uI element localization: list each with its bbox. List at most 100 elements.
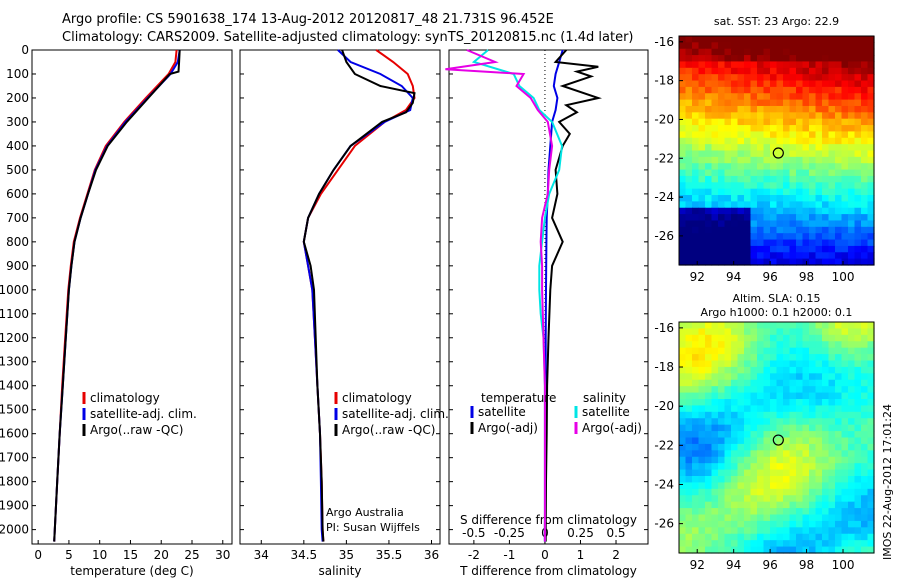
heatmap-cell bbox=[731, 74, 739, 82]
heatmap-cell bbox=[737, 245, 745, 253]
depth-tick-label: 2000 bbox=[0, 523, 29, 537]
heatmap-cell bbox=[770, 520, 778, 528]
heatmap-cell bbox=[679, 399, 687, 407]
heatmap-cell bbox=[796, 347, 804, 355]
heatmap-cell bbox=[731, 540, 739, 548]
heatmap-cell bbox=[783, 48, 791, 56]
heatmap-cell bbox=[744, 201, 752, 209]
heatmap-cell bbox=[854, 527, 862, 535]
heatmap-cell bbox=[724, 476, 732, 484]
heatmap-cell bbox=[848, 501, 856, 509]
heatmap-cell bbox=[861, 443, 869, 451]
heatmap-cell bbox=[854, 61, 862, 69]
heatmap-cell bbox=[763, 86, 771, 94]
heatmap-cell bbox=[783, 144, 791, 152]
heatmap-cell bbox=[724, 150, 732, 158]
heatmap-cell bbox=[757, 156, 765, 164]
heatmap-cell bbox=[776, 156, 784, 164]
heatmap-cell bbox=[783, 175, 791, 183]
heatmap-cell bbox=[783, 169, 791, 177]
heatmap-cell bbox=[724, 125, 732, 133]
heatmap-cell bbox=[705, 239, 713, 247]
heatmap-cell bbox=[770, 175, 778, 183]
heatmap-cell bbox=[828, 175, 836, 183]
heatmap-cell bbox=[731, 437, 739, 445]
heatmap-cell bbox=[757, 347, 765, 355]
heatmap-cell bbox=[783, 508, 791, 516]
heatmap-cell bbox=[763, 131, 771, 139]
heatmap-cell bbox=[763, 540, 771, 548]
heatmap-cell bbox=[841, 354, 849, 362]
heatmap-cell bbox=[724, 411, 732, 419]
heatmap-cell bbox=[796, 118, 804, 126]
heatmap-cell bbox=[815, 86, 823, 94]
heatmap-cell bbox=[796, 226, 804, 234]
heatmap-cell bbox=[744, 437, 752, 445]
heatmap-cell bbox=[744, 386, 752, 394]
heatmap-cell bbox=[692, 226, 700, 234]
heatmap-cell bbox=[848, 86, 856, 94]
heatmap-cell bbox=[867, 207, 875, 215]
heatmap-cell bbox=[692, 214, 700, 222]
heatmap-cell bbox=[861, 520, 869, 528]
heatmap-cell bbox=[692, 520, 700, 528]
heatmap-cell bbox=[796, 80, 804, 88]
heatmap-cell bbox=[848, 533, 856, 541]
heatmap-cell bbox=[698, 233, 706, 241]
heatmap-cell bbox=[770, 67, 778, 75]
heatmap-cell bbox=[724, 105, 732, 113]
heatmap-cell bbox=[861, 74, 869, 82]
heatmap-cell bbox=[802, 201, 810, 209]
heatmap-cell bbox=[679, 527, 687, 535]
heatmap-cell bbox=[854, 322, 862, 330]
heatmap-cell bbox=[796, 55, 804, 63]
heatmap-cell bbox=[835, 112, 843, 120]
heatmap-cell bbox=[705, 476, 713, 484]
heatmap-cell bbox=[718, 245, 726, 253]
heatmap-cell bbox=[770, 347, 778, 355]
heatmap-cell bbox=[737, 156, 745, 164]
heatmap-cell bbox=[770, 163, 778, 171]
heatmap-cell bbox=[861, 131, 869, 139]
heatmap-cell bbox=[822, 463, 830, 471]
heatmap-cell bbox=[692, 495, 700, 503]
heatmap-cell bbox=[854, 443, 862, 451]
heatmap-cell bbox=[679, 55, 687, 63]
heatmap-cell bbox=[705, 334, 713, 342]
heatmap-cell bbox=[705, 392, 713, 400]
heatmap-cell bbox=[679, 188, 687, 196]
heatmap-cell bbox=[698, 207, 706, 215]
heatmap-cell bbox=[828, 137, 836, 145]
heatmap-cell bbox=[718, 144, 726, 152]
heatmap-cell bbox=[731, 156, 739, 164]
heatmap-cell bbox=[867, 93, 875, 101]
heatmap-cell bbox=[802, 379, 810, 387]
heatmap-cell bbox=[692, 424, 700, 432]
heatmap-cell bbox=[692, 322, 700, 330]
heatmap-cell bbox=[822, 328, 830, 336]
heatmap-cell bbox=[867, 533, 875, 541]
sst-x-tick-label: 92 bbox=[690, 270, 705, 284]
heatmap-cell bbox=[763, 366, 771, 374]
heatmap-cell bbox=[776, 163, 784, 171]
heatmap-cell bbox=[770, 233, 778, 241]
heatmap-cell bbox=[822, 182, 830, 190]
heatmap-cell bbox=[711, 322, 719, 330]
heatmap-cell bbox=[757, 93, 765, 101]
heatmap-cell bbox=[841, 482, 849, 490]
heatmap-cell bbox=[679, 74, 687, 82]
heatmap-cell bbox=[711, 520, 719, 528]
heatmap-cell bbox=[763, 334, 771, 342]
heatmap-cell bbox=[718, 418, 726, 426]
heatmap-cell bbox=[731, 214, 739, 222]
heatmap-cell bbox=[822, 105, 830, 113]
heatmap-cell bbox=[744, 131, 752, 139]
heatmap-cell bbox=[679, 341, 687, 349]
heatmap-cell bbox=[822, 55, 830, 63]
heatmap-cell bbox=[828, 86, 836, 94]
heatmap-cell bbox=[783, 67, 791, 75]
heatmap-cell bbox=[763, 482, 771, 490]
heatmap-cell bbox=[705, 150, 713, 158]
heatmap-cell bbox=[685, 150, 693, 158]
heatmap-cell bbox=[796, 514, 804, 522]
